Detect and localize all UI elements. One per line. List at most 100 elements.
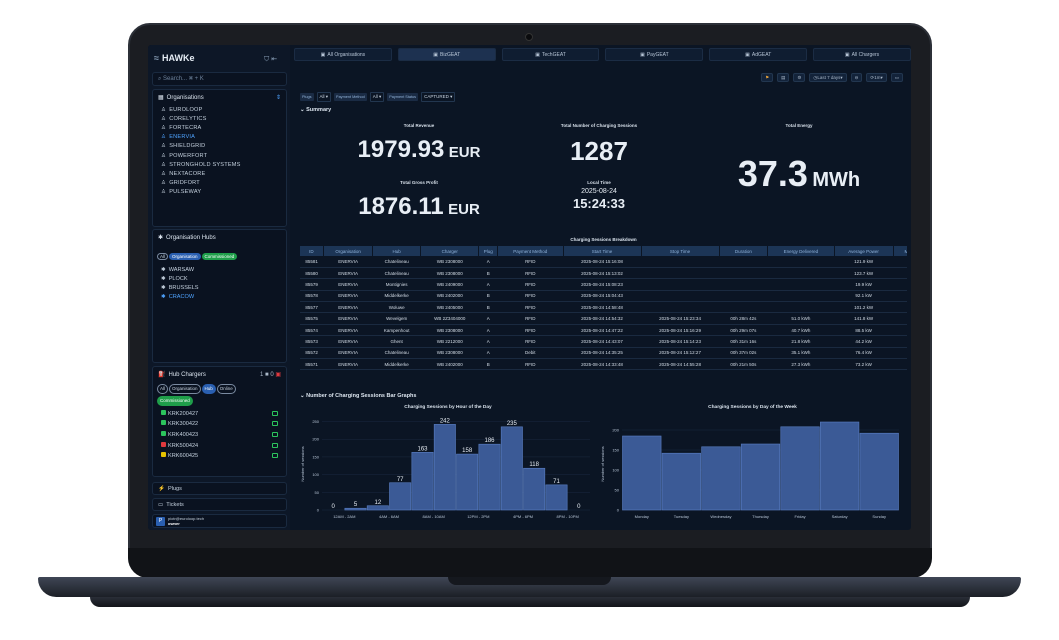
column-header[interactable]: Start Time [563,246,642,256]
bar[interactable] [478,443,501,511]
chip-online[interactable]: Online [216,384,236,394]
column-header[interactable]: Hub [372,246,422,256]
chip-organisation[interactable]: Organisation [169,253,201,260]
chip-commissioned[interactable]: Commissioned [201,253,238,260]
hub-item[interactable]: ✱ WARSAW [153,265,286,274]
tab-2[interactable]: ▣ TechGEAT [501,48,600,61]
org-item[interactable]: ♙ FORTECRA [153,123,286,132]
bar[interactable] [500,426,523,511]
hub-item[interactable]: ✱ CRACOW [153,293,286,302]
column-header[interactable]: Charger [420,246,480,256]
payment-status-filter[interactable]: CAPTURED ▾ [421,92,456,102]
column-header[interactable]: Energy Delivered [767,246,835,256]
chip-all[interactable]: All [157,384,169,394]
charger-item[interactable]: KRK200427 [153,408,286,419]
tickets-panel[interactable]: ▭ Tickets [152,498,287,511]
chip-commissioned[interactable]: Commissioned [157,396,193,406]
tab-0[interactable]: ▣ All Organisations [294,48,392,61]
bar[interactable] [740,443,781,511]
table-row[interactable]: 85571 ENERVIA Middelkerke WB 2402000 B RFID 20… [300,358,907,371]
hubs-header[interactable]: ✱ Organisation Hubs [153,230,286,245]
bar[interactable] [859,432,899,511]
table-row[interactable]: 85572 ENERVIA Chatelineau WB 2308000 A Debit 2… [300,347,907,360]
column-header[interactable]: Average Power [834,246,894,256]
hub-item[interactable]: ✱ BRUSSELS [153,283,286,292]
tab-5[interactable]: ▣ All Chargers [813,48,911,61]
payment-method-filter[interactable]: All ▾ [369,92,385,102]
monitor-icon[interactable] [272,442,278,448]
column-header[interactable]: Stop Time [641,246,720,256]
column-header[interactable]: Duration [719,246,769,256]
table-row[interactable]: 85575 ENERVIA Wevelgem WB 2Z3404000 A RFID 202… [300,312,907,325]
plugs-panel[interactable]: ⚡ Plugs [152,482,287,495]
search-input[interactable]: ⌕ Search... ⌘ + K [152,72,287,86]
tickets-item[interactable]: ▭ Tickets [153,499,286,511]
column-header[interactable]: Maximum P [893,246,907,256]
charger-item[interactable]: KRK600425 [153,450,286,461]
hub-chargers-header[interactable]: ⛽ Hub Chargers 1 ■ 0 ▣ [153,367,286,382]
bar[interactable] [661,452,701,511]
bar[interactable] [780,426,820,511]
charger-item[interactable]: KRK500424 [153,440,286,451]
bar[interactable] [622,435,662,511]
table-row[interactable]: 85578 ENERVIA Middelkerke WB 2402000 B RFID 20… [300,290,907,303]
chip-organisation[interactable]: Organisation [169,384,201,394]
summary-header[interactable]: ⌄ Summary [300,107,332,113]
bar[interactable] [545,484,568,511]
org-item[interactable]: ♙ GRIDFORT [153,179,286,188]
column-header[interactable]: Organisation [323,246,374,256]
filter-icon[interactable]: ⛉ [264,56,270,63]
plugs-item[interactable]: ⚡ Plugs [153,483,286,495]
bar[interactable] [411,452,434,511]
org-item[interactable]: ♙ PULSEWAY [153,188,286,197]
bar[interactable] [389,482,412,511]
organisations-header[interactable]: ▦ Organisations ⇕ [153,90,286,105]
user-panel[interactable]: P piotr@euroloop.tech owner [152,514,287,528]
column-header[interactable]: Payment Method [497,246,564,256]
table-row[interactable]: 85580 ENERVIA Chatelineau WB 2308000 B RFID 20… [300,267,907,280]
tab-4[interactable]: ▣ AdGEAT [709,48,808,61]
monitor-icon[interactable] [272,421,278,427]
column-header[interactable]: ID [300,246,324,256]
org-item[interactable]: ♙ POWERFORT [153,151,286,160]
collapse-icon[interactable]: ⇤ [271,56,278,63]
refresh-picker[interactable]: ⟳ 1m ▾ [866,73,887,82]
org-item[interactable]: ♙ ENERVIA [153,133,286,142]
monitor-icon[interactable] [272,453,278,459]
bar[interactable] [344,507,367,511]
org-item[interactable]: ♙ STRONGHOLD SYSTEMS [153,160,286,169]
save-button[interactable]: ▤ [777,73,790,82]
charger-item[interactable]: KRK400423 [153,429,286,440]
time-range-picker[interactable]: ◷ Last 7 days ▾ [809,73,847,82]
table-row[interactable]: 85579 ENERVIA Montignies WB 2409000 A RFID 202… [300,278,907,291]
org-item[interactable]: ♙ NEXTACORE [153,169,286,178]
table-row[interactable]: 85574 ENERVIA Kampenhout WB 2308000 A RFID 202… [300,324,907,337]
charger-item[interactable]: KRK300422 [153,419,286,430]
avatar[interactable]: P [156,516,165,526]
monitor-icon[interactable] [272,431,278,437]
monitor-icon[interactable] [272,410,278,416]
sort-icon[interactable]: ⇕ [275,95,281,101]
settings-button[interactable]: ⚙ [793,73,806,82]
bar-graphs-header[interactable]: ⌄ Number of Charging Sessions Bar Graphs [300,393,417,399]
tab-1[interactable]: ▣ BizGEAT [397,48,496,61]
table-row[interactable]: 85581 ENERVIA Chatelineau WB 2308000 A RFID 20… [300,256,907,268]
column-header[interactable]: Plug [478,246,499,256]
zoom-out-button[interactable]: ⊖ [850,73,863,82]
org-item[interactable]: ♙ EUROLOOP [153,105,286,114]
sidebar-top-icons[interactable]: ⛉ ⇤ [264,55,277,64]
bar[interactable] [523,467,546,511]
bar[interactable] [456,453,479,511]
table-row[interactable]: 85573 ENERVIA Ghent WB 2212000 A RFID 2025-08-… [300,335,907,348]
share-button[interactable]: ⚑ [761,73,774,82]
hub-item[interactable]: ✱ PLOCK [153,274,286,283]
bar[interactable] [433,424,456,511]
bar[interactable] [701,446,741,511]
tab-3[interactable]: ▣ PayGEAT [605,48,704,61]
chip-all[interactable]: All [157,253,169,260]
bar[interactable] [366,505,389,511]
org-item[interactable]: ♙ CORELYTICS [153,114,286,123]
tv-mode-button[interactable]: ▭ [890,73,903,82]
chip-hub[interactable]: Hub [201,384,216,394]
bar[interactable] [820,421,860,511]
